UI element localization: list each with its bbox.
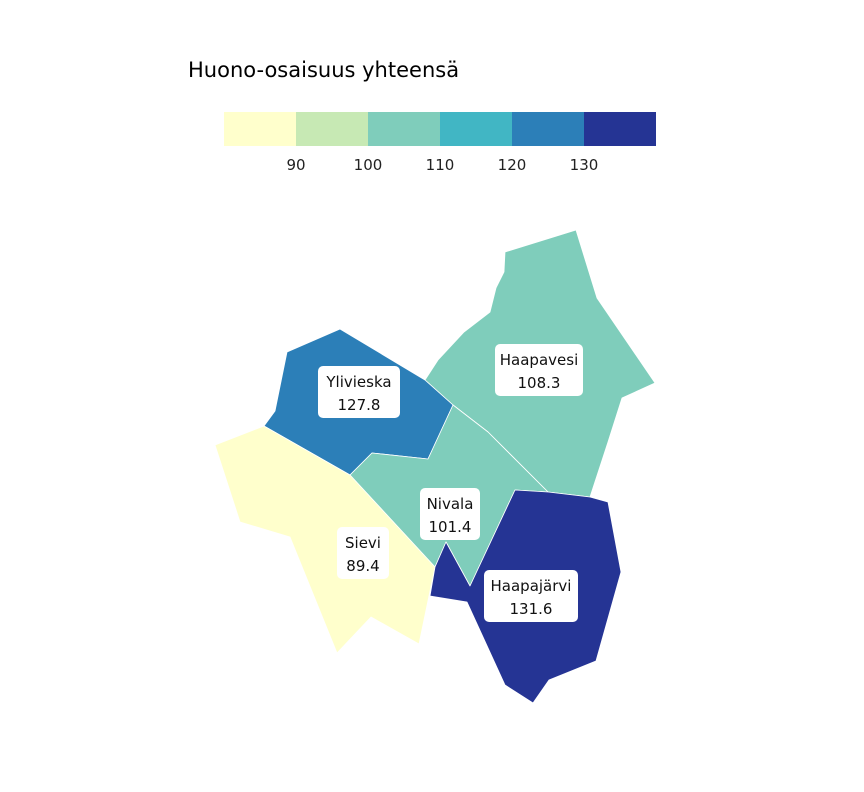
label-box-ylivieska [318, 366, 400, 418]
legend-bin-3 [368, 112, 440, 146]
region-labels: Haapavesi 108.3 Ylivieska 127.8 Nivala 1… [318, 344, 583, 622]
label-box-haapajarvi [484, 570, 578, 622]
legend-tick-120: 120 [498, 156, 527, 174]
label-haapavesi: Haapavesi 108.3 [495, 344, 583, 396]
legend-bin-5 [512, 112, 584, 146]
legend-bin-1 [224, 112, 296, 146]
label-value-haapavesi: 108.3 [518, 374, 561, 392]
legend: Huono-osaisuus yhteensä 90 100 110 120 1… [188, 58, 656, 174]
legend-bin-6 [584, 112, 656, 146]
label-value-haapajarvi: 131.6 [510, 600, 553, 618]
legend-colorbar [224, 112, 656, 146]
label-name-ylivieska: Ylivieska [325, 373, 391, 391]
label-haapajarvi: Haapajärvi 131.6 [484, 570, 578, 622]
legend-tick-110: 110 [426, 156, 455, 174]
map-regions [214, 229, 656, 704]
legend-tick-90: 90 [286, 156, 305, 174]
legend-bin-2 [296, 112, 368, 146]
label-value-nivala: 101.4 [429, 518, 472, 536]
label-name-haapajarvi: Haapajärvi [491, 577, 572, 595]
label-name-haapavesi: Haapavesi [500, 351, 578, 369]
legend-tick-130: 130 [570, 156, 599, 174]
legend-ticks: 90 100 110 120 130 [286, 156, 598, 174]
label-box-sievi [337, 527, 389, 579]
region-sievi[interactable] [214, 425, 436, 654]
label-nivala: Nivala 101.4 [420, 488, 480, 540]
label-name-sievi: Sievi [345, 534, 381, 552]
label-box-haapavesi [495, 344, 583, 396]
legend-bin-4 [440, 112, 512, 146]
label-name-nivala: Nivala [427, 495, 474, 513]
legend-title: Huono-osaisuus yhteensä [188, 58, 459, 82]
legend-tick-100: 100 [354, 156, 383, 174]
label-ylivieska: Ylivieska 127.8 [318, 366, 400, 418]
label-value-ylivieska: 127.8 [338, 396, 381, 414]
label-sievi: Sievi 89.4 [337, 527, 389, 579]
label-value-sievi: 89.4 [346, 557, 379, 575]
label-box-nivala [420, 488, 480, 540]
